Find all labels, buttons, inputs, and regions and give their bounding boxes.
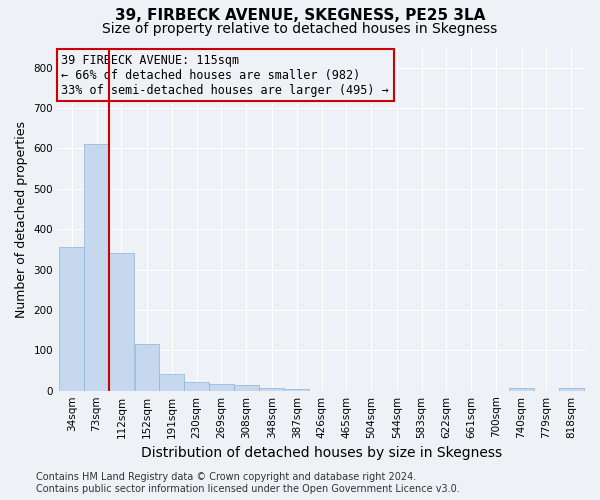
Y-axis label: Number of detached properties: Number of detached properties [15,120,28,318]
Text: 39, FIRBECK AVENUE, SKEGNESS, PE25 3LA: 39, FIRBECK AVENUE, SKEGNESS, PE25 3LA [115,8,485,22]
Bar [109,254,134,390]
Bar [284,388,309,390]
Bar [134,344,159,391]
X-axis label: Distribution of detached houses by size in Skegness: Distribution of detached houses by size … [141,446,502,460]
Bar [509,388,534,390]
Bar [59,246,84,390]
Bar [84,144,109,390]
Bar [259,388,284,390]
Bar [234,386,259,390]
Bar [559,388,584,390]
Text: 39 FIRBECK AVENUE: 115sqm
← 66% of detached houses are smaller (982)
33% of semi: 39 FIRBECK AVENUE: 115sqm ← 66% of detac… [61,54,389,96]
Text: Size of property relative to detached houses in Skegness: Size of property relative to detached ho… [103,22,497,36]
Text: Contains HM Land Registry data © Crown copyright and database right 2024.
Contai: Contains HM Land Registry data © Crown c… [36,472,460,494]
Bar [209,384,234,390]
Bar [160,374,184,390]
Bar [184,382,209,390]
